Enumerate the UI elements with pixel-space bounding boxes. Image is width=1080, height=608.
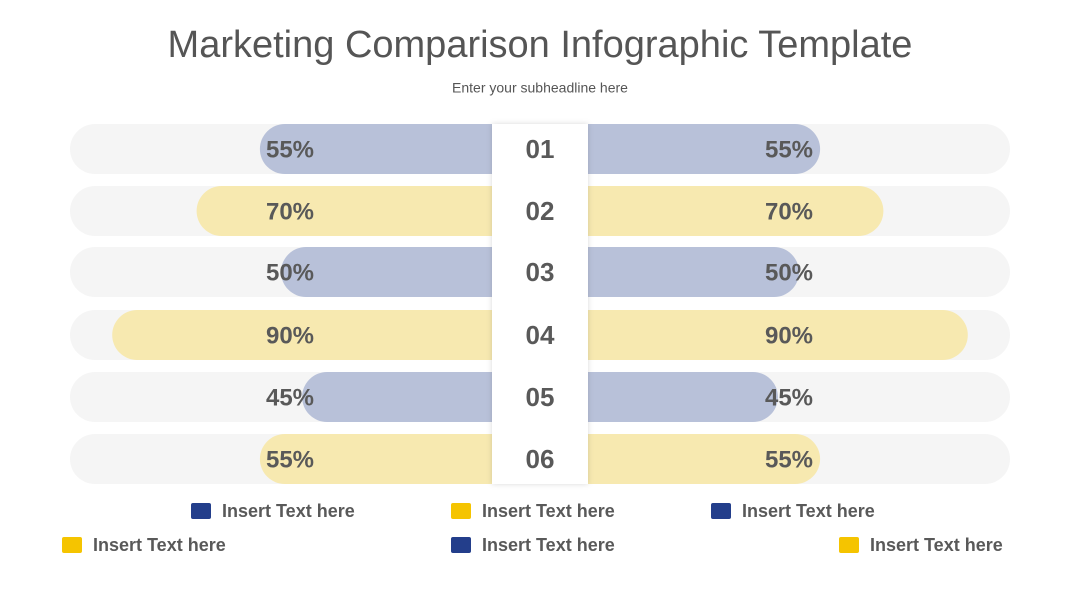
legend-swatch — [711, 503, 731, 519]
bar — [112, 310, 540, 360]
value-label: 70% — [266, 198, 314, 225]
value-label: 45% — [765, 384, 813, 411]
value-label: 90% — [765, 322, 813, 349]
legend-swatch — [191, 503, 211, 519]
bar — [540, 247, 799, 297]
legend-swatch — [451, 503, 471, 519]
value-label: 50% — [765, 259, 813, 286]
legend-label: Insert Text here — [482, 501, 615, 521]
category-label: 01 — [526, 134, 555, 164]
bar — [281, 247, 540, 297]
category-label: 02 — [526, 196, 555, 226]
category-label: 05 — [526, 382, 555, 412]
bar — [259, 124, 540, 174]
bar — [302, 372, 540, 422]
value-label: 55% — [765, 136, 813, 163]
bar — [259, 434, 540, 484]
value-label: 55% — [266, 136, 314, 163]
bar — [540, 186, 884, 236]
bar — [540, 372, 778, 422]
bar — [196, 186, 540, 236]
category-label: 03 — [526, 257, 555, 287]
bar — [540, 434, 821, 484]
bar — [540, 124, 821, 174]
category-label: 04 — [526, 320, 555, 350]
value-label: 50% — [266, 259, 314, 286]
value-label: 55% — [266, 446, 314, 473]
value-label: 70% — [765, 198, 813, 225]
bar — [540, 310, 968, 360]
legend-label: Insert Text here — [93, 535, 226, 555]
subtitle: Enter your subheadline here — [452, 80, 628, 96]
center-column — [492, 124, 588, 484]
legend-label: Insert Text here — [222, 501, 355, 521]
legend-label: Insert Text here — [482, 535, 615, 555]
legend-label: Insert Text here — [742, 501, 875, 521]
value-label: 55% — [765, 446, 813, 473]
legend-swatch — [451, 537, 471, 553]
value-label: 45% — [266, 384, 314, 411]
value-label: 90% — [266, 322, 314, 349]
legend-label: Insert Text here — [870, 535, 1003, 555]
legend-swatch — [62, 537, 82, 553]
category-label: 06 — [526, 444, 555, 474]
legend-swatch — [839, 537, 859, 553]
title: Marketing Comparison Infographic Templat… — [168, 24, 913, 66]
